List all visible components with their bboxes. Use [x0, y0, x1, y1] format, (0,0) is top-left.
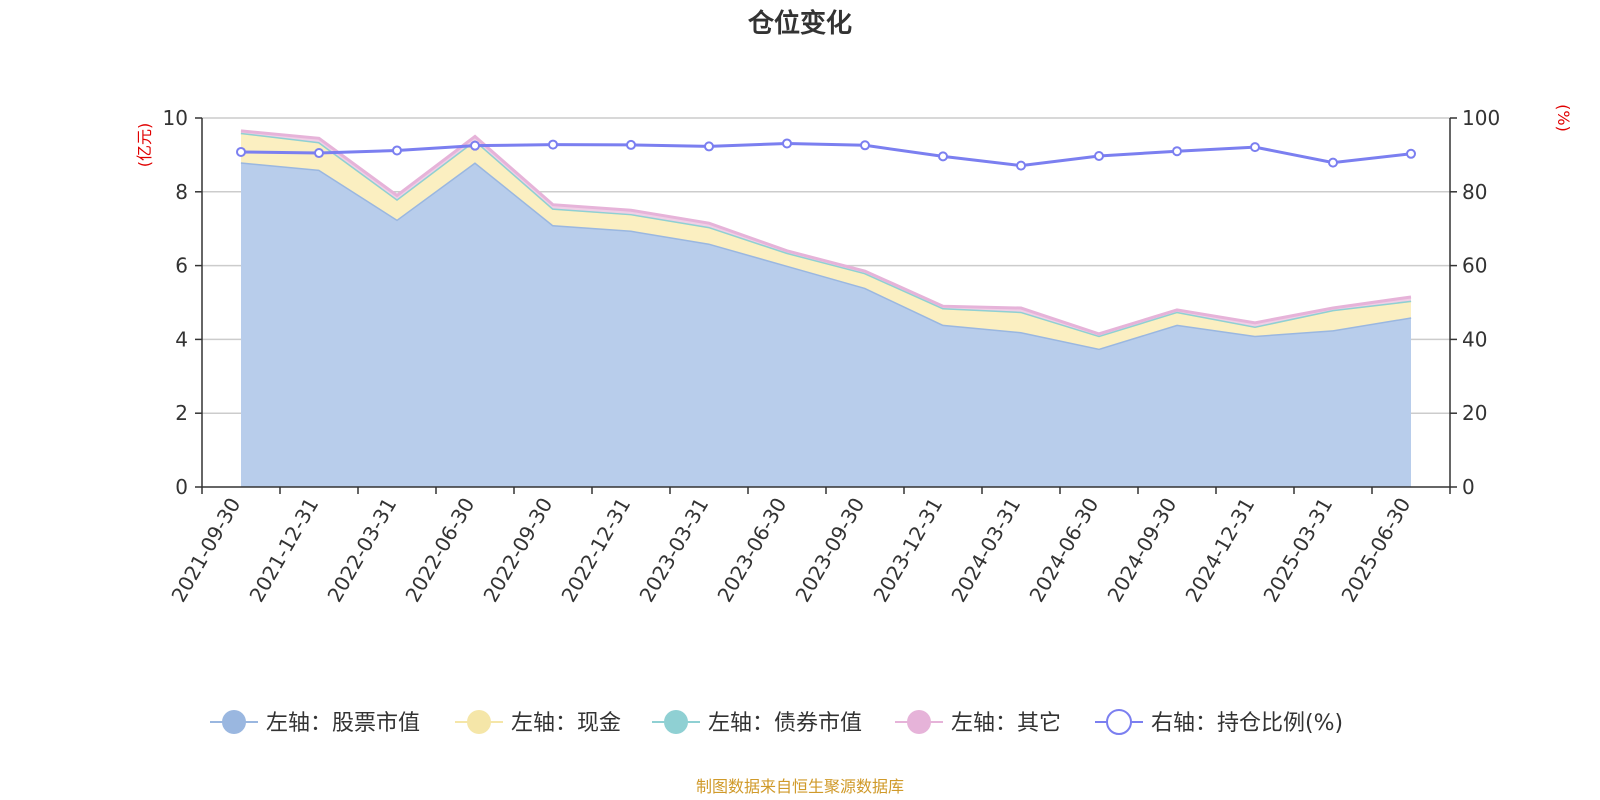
legend-marker — [1106, 709, 1132, 735]
legend: 左轴：股票市值 左轴：现金 左轴：债券市值 左轴：其它 右轴：持仓比例(%) — [210, 709, 1343, 736]
area-4-line — [240, 129, 1412, 336]
legend-label: 左轴：债券市值 — [708, 711, 862, 736]
right-tick-label: 100 — [1462, 106, 1500, 130]
chart-title: 仓位变化 — [747, 8, 852, 39]
x-tick-label: 2021-09-30 — [166, 494, 245, 607]
legend-marker — [467, 710, 491, 734]
left-tick-label: 6 — [175, 254, 188, 278]
x-tick-label: 2023-03-31 — [634, 494, 713, 607]
data-source-note: 制图数据来自恒生聚源数据库 — [696, 777, 904, 796]
holding-ratio-point — [1406, 148, 1416, 159]
x-tick-label: 2022-03-31 — [322, 494, 401, 607]
left-tick-label: 4 — [175, 327, 188, 351]
right-axis-unit: (%) — [1554, 104, 1573, 132]
holding-ratio-point — [1172, 146, 1182, 157]
holding-ratio-point — [1250, 142, 1260, 153]
right-tick-label: 20 — [1462, 401, 1487, 425]
x-tick-label: 2022-12-31 — [556, 494, 635, 607]
holding-ratio-point — [938, 151, 948, 162]
left-tick-label: 8 — [175, 180, 188, 204]
holding-ratio-point — [626, 139, 636, 150]
left-tick-label: 2 — [175, 401, 188, 425]
left-tick-label: 0 — [175, 475, 188, 499]
left-tick-label: 10 — [163, 106, 188, 130]
x-tick-label: 2023-09-30 — [790, 494, 869, 607]
x-tick-label: 2024-09-30 — [1102, 494, 1181, 607]
x-tick-label: 2023-12-31 — [868, 494, 947, 607]
area-2-fill — [241, 132, 1411, 349]
holding-ratio-point — [314, 148, 324, 159]
legend-label: 左轴：现金 — [511, 711, 621, 736]
legend-marker — [907, 710, 931, 734]
left-axis-unit: (亿元) — [135, 123, 154, 168]
x-tick-label: 2025-03-31 — [1258, 494, 1337, 607]
legend-label: 左轴：其它 — [951, 711, 1061, 736]
holding-ratio-point — [1094, 151, 1104, 162]
legend-marker — [222, 710, 246, 734]
holding-ratio-point — [392, 145, 402, 156]
holding-ratio-point — [1328, 157, 1338, 168]
right-tick-label: 80 — [1462, 180, 1487, 204]
holding-ratio-point — [860, 140, 870, 151]
right-tick-label: 0 — [1462, 475, 1475, 499]
holding-ratio-point — [1016, 160, 1026, 171]
area-1-fill — [241, 162, 1411, 487]
x-tick-label: 2024-06-30 — [1024, 494, 1103, 607]
right-tick-label: 60 — [1462, 254, 1487, 278]
legend-label: 右轴：持仓比例(%) — [1151, 711, 1343, 736]
legend-label: 左轴：股票市值 — [266, 711, 420, 736]
x-tick-label: 2023-06-30 — [712, 494, 791, 607]
holding-ratio-line — [240, 141, 1412, 168]
holding-ratio-point — [236, 146, 246, 157]
holding-ratio-point — [470, 140, 480, 151]
legend-marker — [664, 710, 688, 734]
x-tick-label: 2021-12-31 — [244, 494, 323, 607]
holding-ratio-point — [548, 139, 558, 150]
x-tick-label: 2025-06-30 — [1336, 494, 1415, 607]
right-tick-label: 40 — [1462, 327, 1487, 351]
x-tick-label: 2024-12-31 — [1180, 494, 1259, 607]
holding-ratio-point — [704, 141, 714, 152]
x-tick-label: 2024-03-31 — [946, 494, 1025, 607]
holding-ratio-point — [782, 138, 792, 149]
holding-ratio-series — [236, 138, 1416, 171]
area-series — [240, 129, 1412, 487]
x-tick-label: 2022-09-30 — [478, 494, 557, 607]
x-tick-label: 2022-06-30 — [400, 494, 479, 607]
